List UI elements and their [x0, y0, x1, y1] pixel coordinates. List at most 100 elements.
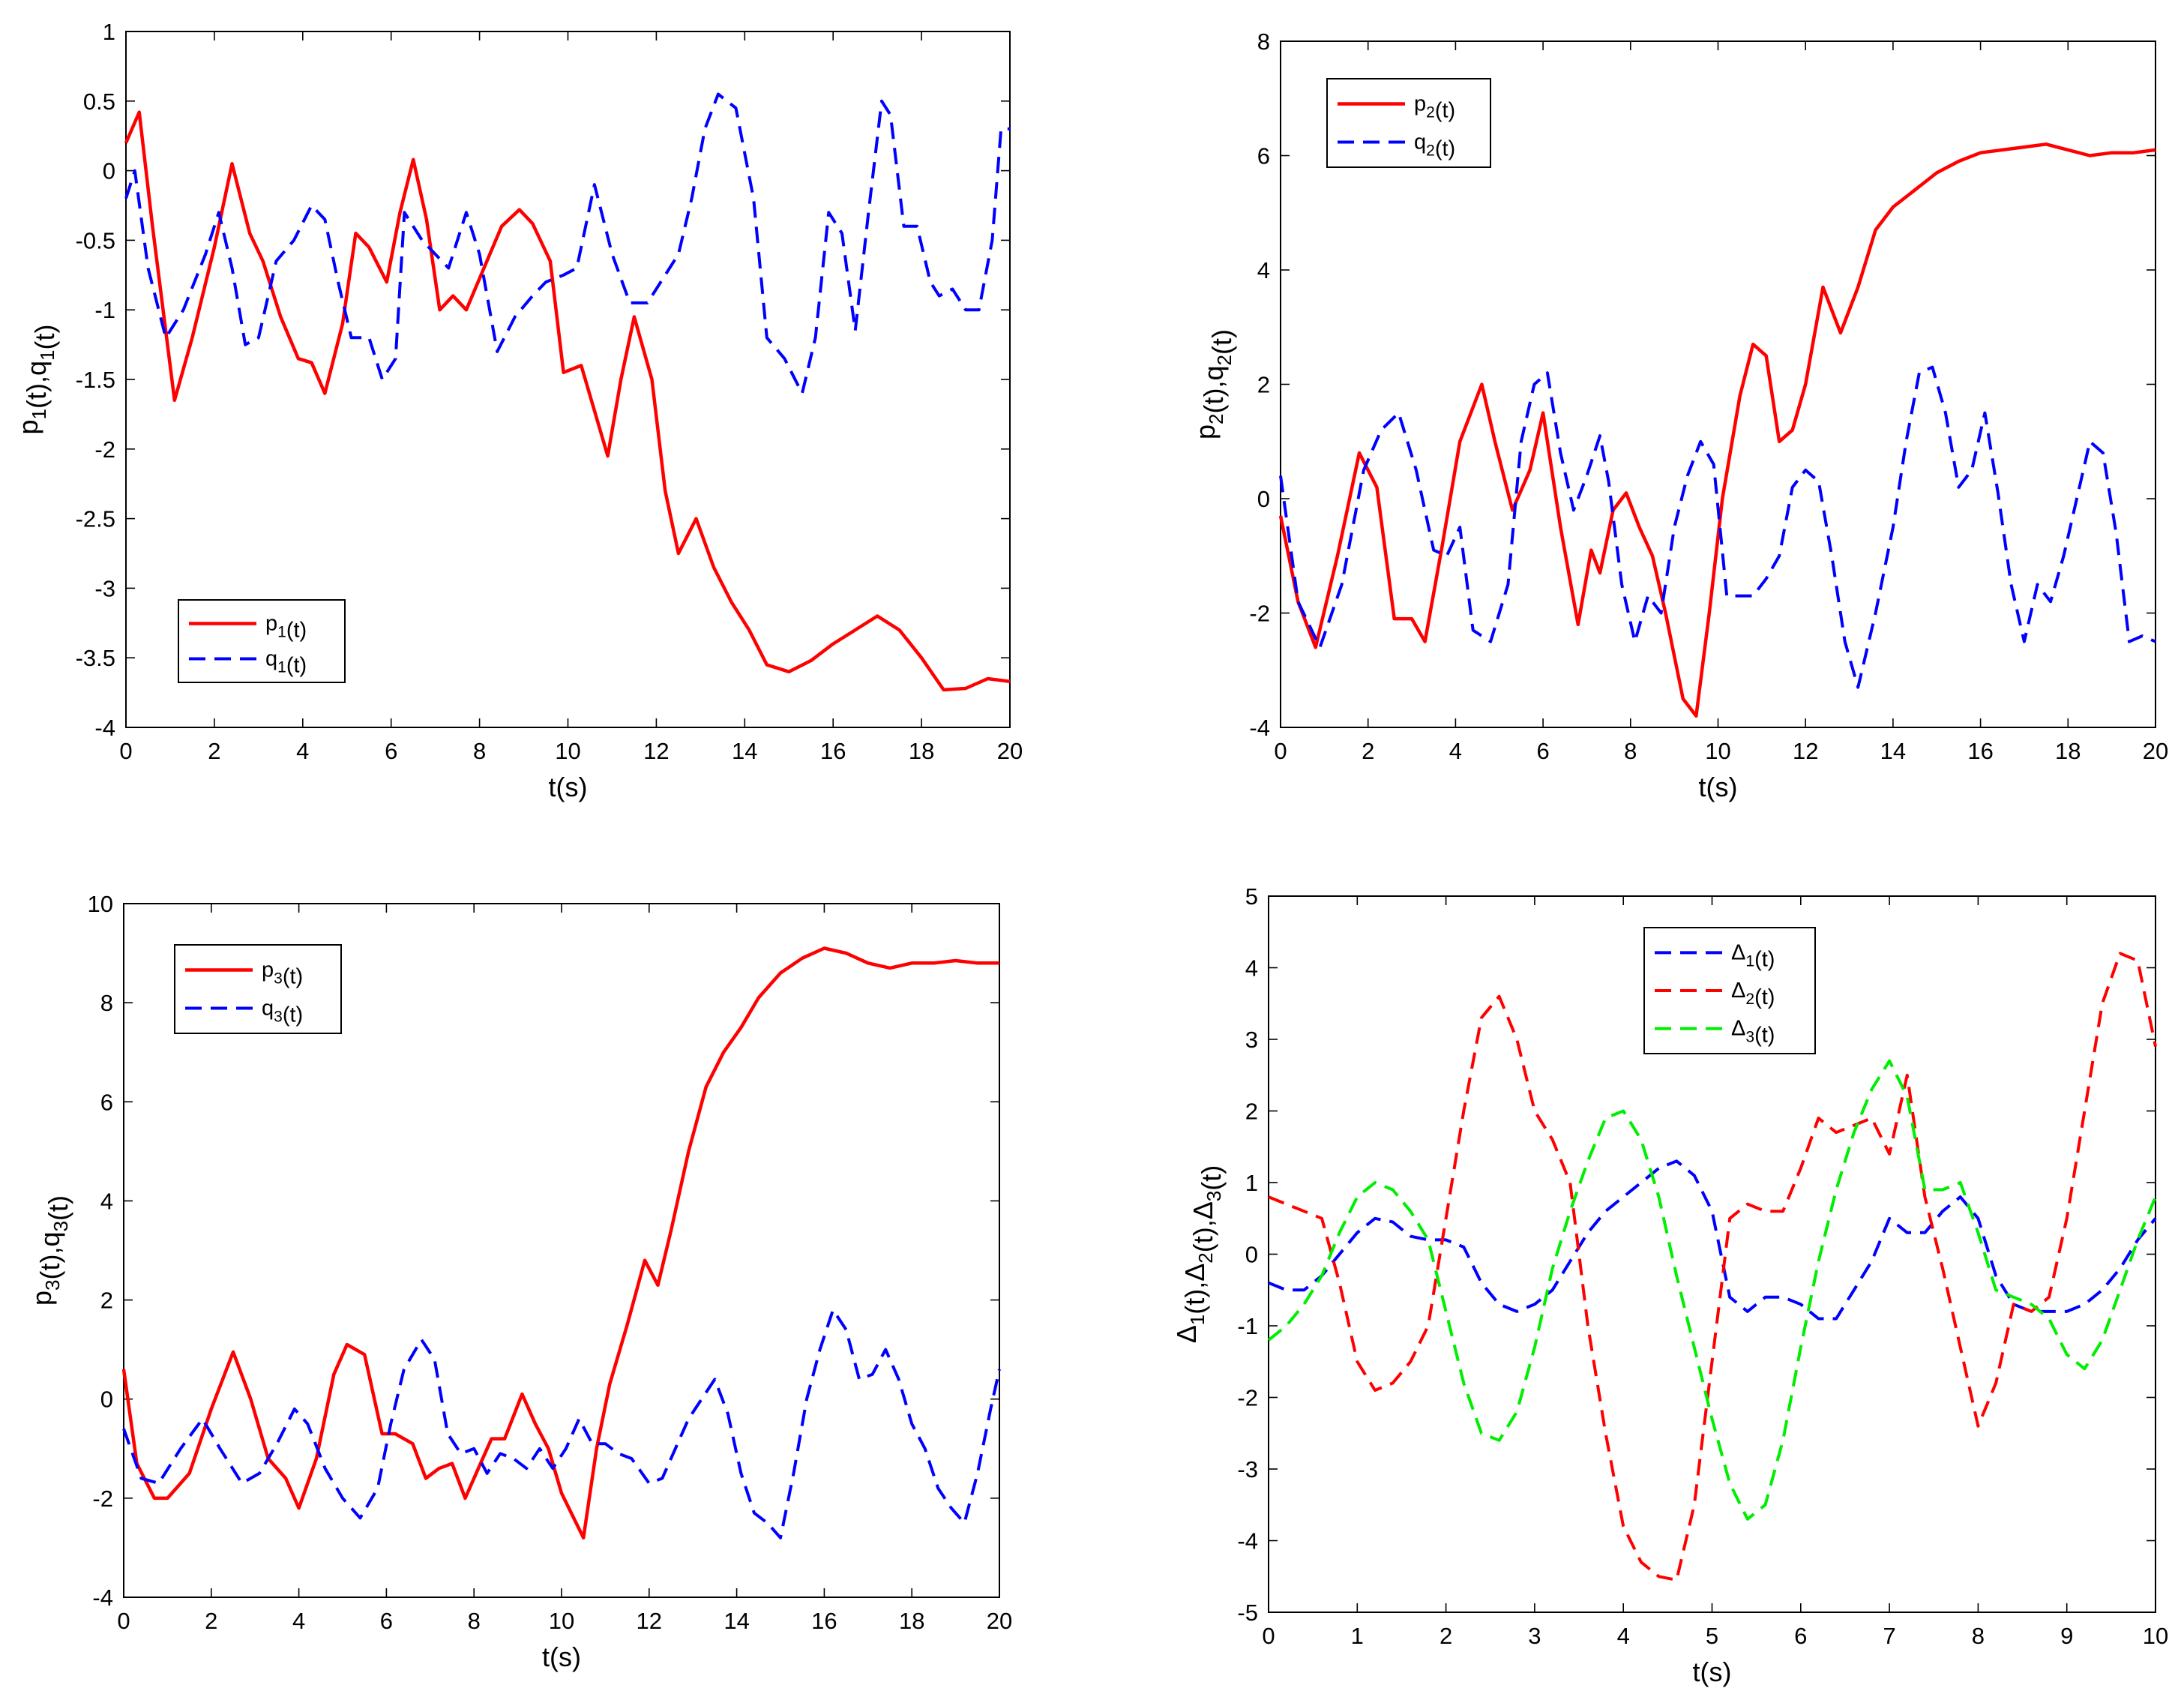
y-tick-label: 8: [1257, 28, 1270, 55]
y-tick-label: -4: [1249, 715, 1270, 741]
y-tick-label: -3.5: [76, 645, 115, 671]
x-tick-label: 3: [1528, 1623, 1541, 1649]
x-tick-label: 20: [997, 738, 1023, 764]
y-tick-label: 2: [1257, 372, 1270, 398]
x-tick-label: 14: [1880, 738, 1906, 764]
y-tick-label: -2: [1249, 601, 1270, 627]
legend-box: [1643, 927, 1816, 1054]
legend-box: [178, 599, 346, 683]
x-tick-label: 12: [1793, 738, 1818, 764]
legend: Δ1(t) Δ2(t) Δ3(t): [1643, 927, 1816, 1054]
y-axis-label: p2(t),q2(t): [1190, 329, 1237, 439]
x-tick-label: 10: [1705, 738, 1730, 764]
x-tick-label: 10: [549, 1608, 574, 1634]
y-axis-label: p1(t),q1(t): [13, 325, 60, 435]
x-tick-label: 14: [724, 1608, 749, 1634]
x-tick-label: 8: [468, 1608, 481, 1634]
legend-label: Δ1(t): [1731, 940, 1775, 971]
legend-box: [174, 944, 342, 1034]
x-tick-label: 12: [643, 738, 669, 764]
x-tick-label: 2: [1362, 738, 1374, 764]
series-line-p3q3-1: [122, 1308, 1001, 1540]
x-tick-label: 0: [117, 1608, 130, 1634]
x-tick-label: 18: [2055, 738, 2081, 764]
x-tick-label: 2: [1440, 1623, 1452, 1649]
x-tick-label: 18: [899, 1608, 924, 1634]
x-tick-label: 4: [1449, 738, 1462, 764]
x-tick-label: 8: [473, 738, 486, 764]
y-tick-label: 3: [1245, 1027, 1258, 1053]
x-tick-label: 8: [1972, 1623, 1985, 1649]
x-tick-label: 4: [1617, 1623, 1630, 1649]
x-tick-label: 20: [987, 1608, 1012, 1634]
chart-p2q2: 0 2 4 6 8 10 12 14 16 18 20 -4 -2 0 2 4 6 8 t(s) p2(t),q2(t…: [1190, 28, 2168, 802]
y-tick-label: -5: [1237, 1600, 1258, 1626]
x-tick-label: 20: [2143, 738, 2168, 764]
y-tick-label: 2: [1245, 1099, 1258, 1125]
y-tick-label: -3: [1237, 1456, 1258, 1483]
x-tick-label: 4: [292, 1608, 305, 1634]
y-tick-label: -2.5: [76, 506, 115, 532]
y-tick-label: 8: [100, 990, 113, 1016]
y-axis-label: Δ1(t),Δ2(t),Δ3(t): [1171, 1165, 1227, 1344]
legend: p2(t) q2(t): [1326, 78, 1491, 168]
legend-label: q1(t): [265, 647, 307, 678]
x-tick-label: 4: [296, 738, 309, 764]
x-axis-label: t(s): [1693, 1657, 1732, 1687]
y-axis-label: p3(t),q3(t): [26, 1195, 73, 1306]
y-tick-label: -4: [92, 1585, 113, 1611]
y-tick-label: 2: [100, 1288, 113, 1314]
series-line-p1q1-0: [124, 110, 1011, 692]
chart-delta: 0 1 2 3 4 5 6 7 8 9 10 -5 -4 -3 -2 -1 0 1 2 3 4 5 t(s) Δ1(t),Δ2…: [1171, 883, 2168, 1687]
x-axis-label: t(s): [549, 772, 588, 802]
y-tick-label: -2: [94, 436, 115, 463]
y-tick-label: 4: [1245, 955, 1258, 982]
y-tick-label: 1: [103, 19, 115, 45]
legend: p3(t) q3(t): [174, 944, 342, 1034]
x-tick-label: 6: [1536, 738, 1549, 764]
x-tick-label: 6: [1794, 1623, 1807, 1649]
y-tick-label: 0: [1245, 1242, 1258, 1268]
x-tick-label: 14: [732, 738, 757, 764]
x-tick-label: 10: [555, 738, 580, 764]
x-tick-label: 16: [1967, 738, 1993, 764]
series-line-p1q1-1: [124, 92, 1010, 395]
x-tick-label: 7: [1883, 1623, 1895, 1649]
x-tick-label: 2: [205, 1608, 217, 1634]
legend-label: q2(t): [1414, 130, 1455, 161]
legend-box: [1326, 78, 1491, 168]
y-tick-label: 0.5: [83, 88, 115, 115]
y-tick-label: -3: [94, 575, 115, 601]
y-tick-label: -1: [94, 297, 115, 323]
x-axis-label: t(s): [1699, 772, 1738, 802]
x-tick-label: 12: [637, 1608, 662, 1634]
y-tick-label: 4: [100, 1188, 113, 1214]
legend-label: p3(t): [262, 958, 303, 989]
legend-label: q3(t): [262, 997, 303, 1027]
y-tick-label: 6: [1257, 143, 1270, 169]
x-tick-label: 16: [820, 738, 846, 764]
x-tick-label: 0: [119, 738, 132, 764]
y-tick-label: 0: [100, 1387, 113, 1413]
x-tick-label: 0: [1262, 1623, 1275, 1649]
chart-p1q1: 0 2 4 6 8 10 12 14 16 18 20-4-3.5-3-2.5-2-1.5-1-0.…: [13, 19, 1023, 802]
legend-label: Δ2(t): [1731, 979, 1775, 1009]
x-tick-label: 6: [385, 738, 397, 764]
y-tick-label: -2: [92, 1486, 113, 1512]
y-tick-label: -0.5: [76, 227, 115, 253]
y-tick-label: 1: [1245, 1170, 1258, 1196]
legend-label: p1(t): [265, 612, 307, 643]
series-line-p2q2-1: [1279, 365, 2156, 689]
chart-p3q3: 0 2 4 6 8 10 12 14 16 18 20 -4 -2 0 2 4 6 8 10 t(s) p3(t),q3…: [26, 891, 1012, 1672]
y-tick-label: -2: [1237, 1385, 1258, 1411]
x-tick-label: 16: [811, 1608, 837, 1634]
x-tick-label: 0: [1274, 738, 1287, 764]
y-tick-label: -4: [94, 715, 115, 741]
series-line-delta-1: [1268, 952, 2157, 1582]
y-tick-label: 0: [1257, 486, 1270, 512]
series-line-p2q2-0: [1278, 142, 2156, 718]
y-tick-label: 10: [88, 891, 113, 917]
x-tick-label: 6: [380, 1608, 393, 1634]
x-tick-label: 2: [208, 738, 220, 764]
y-tick-label: -1.5: [76, 367, 115, 393]
